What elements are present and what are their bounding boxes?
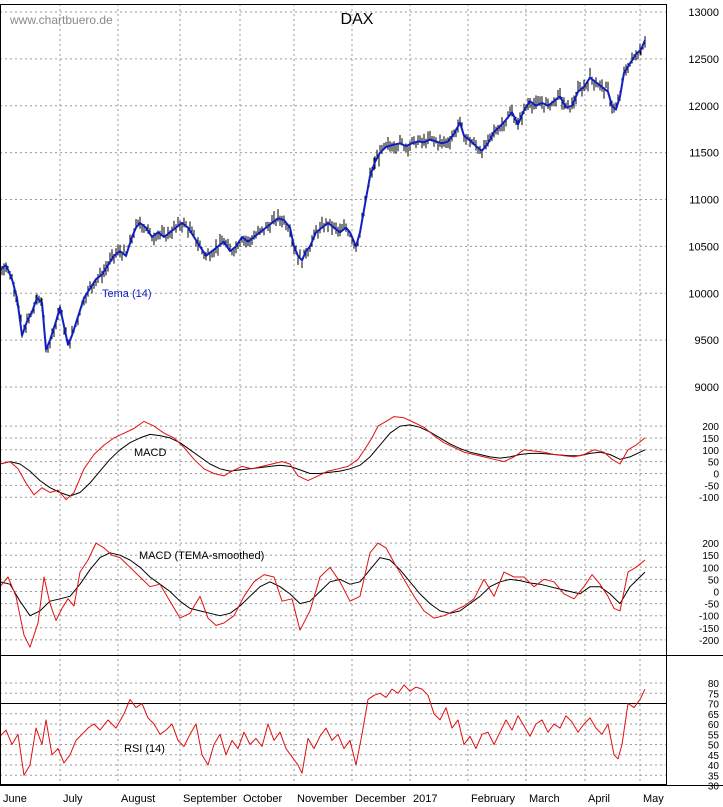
month-tick-label: November — [297, 793, 348, 805]
macd-tema-signal-line — [0, 552, 646, 617]
rsi-tick-label: 60 — [708, 720, 720, 731]
rsi-tick-label: 70 — [708, 700, 720, 711]
plot-frame — [0, 4, 667, 785]
macd_tema-tick-label: 50 — [708, 575, 720, 586]
macd-tick-label: 100 — [702, 446, 719, 457]
month-tick-label: October — [243, 793, 282, 805]
rsi-tick-label: 35 — [708, 771, 720, 782]
rsi-tick-label: 40 — [708, 761, 720, 772]
rsi-tick-label: 80 — [708, 679, 720, 690]
macd-tick-label: -50 — [705, 481, 720, 492]
month-tick-label: March — [529, 793, 560, 805]
rsi-label: RSI (14) — [124, 743, 165, 755]
macd-tema-line — [0, 542, 646, 648]
rsi-line — [0, 684, 646, 776]
tema-line — [0, 39, 646, 351]
tema-label: Tema (14) — [102, 288, 152, 300]
macd-tick-label: 150 — [702, 434, 719, 445]
macd_tema-tick-label: -200 — [699, 636, 719, 647]
month-tick-label: August — [121, 793, 155, 805]
month-tick-label: February — [471, 793, 516, 805]
watermark: www.chartbuero.de — [9, 13, 113, 27]
macd_tema-tick-label: -50 — [705, 600, 720, 611]
rsi-tick-label: 30 — [708, 782, 720, 793]
price-tick-label: 11000 — [689, 195, 719, 207]
macd-label: MACD — [134, 447, 166, 459]
macd-tick-label: 0 — [713, 470, 719, 481]
macd_tema-tick-label: 0 — [713, 588, 719, 599]
grid-lines — [0, 4, 666, 786]
macd_tema-tick-label: 200 — [702, 539, 719, 550]
price-tick-label: 10000 — [688, 288, 719, 300]
macd_tema-tick-label: 100 — [702, 563, 719, 574]
month-tick-label: April — [588, 793, 610, 805]
rsi-tick-label: 50 — [708, 741, 720, 752]
month-tick-label: 2017 — [413, 793, 437, 805]
month-tick-label: June — [3, 793, 27, 805]
price-tick-label: 13000 — [688, 7, 719, 19]
macd_tema-tick-label: -150 — [699, 624, 719, 635]
price-tick-label: 9000 — [695, 382, 719, 394]
macd-tick-label: 50 — [708, 458, 720, 469]
month-tick-label: December — [355, 793, 406, 805]
axis-labels: June July August September October November De… — [3, 7, 719, 805]
rsi-tick-label: 45 — [708, 751, 720, 762]
price-tick-label: 10500 — [688, 241, 719, 253]
price-tick-label: 12000 — [688, 101, 719, 113]
rsi-tick-label: 55 — [708, 730, 720, 741]
chart-title: DAX — [341, 11, 374, 28]
month-tick-label: July — [63, 793, 83, 805]
macd-line — [0, 416, 646, 501]
price-tick-label: 12500 — [688, 54, 719, 66]
macd-tick-label: 200 — [702, 422, 719, 433]
series-layer — [0, 36, 666, 776]
macd_tema-tick-label: -100 — [699, 612, 719, 623]
rsi-tick-label: 65 — [708, 710, 720, 721]
macd-tick-label: -100 — [699, 493, 719, 504]
macd_tema-tick-label: 150 — [702, 551, 719, 562]
month-tick-label: May — [643, 793, 664, 805]
panel-frames — [0, 4, 723, 786]
price-tick-label: 11500 — [689, 148, 719, 160]
rsi-tick-label: 75 — [708, 689, 720, 700]
month-tick-label: September — [183, 793, 237, 805]
price-tick-label: 9500 — [695, 335, 719, 347]
macd-tema-label: MACD (TEMA-smoothed) — [139, 550, 264, 562]
